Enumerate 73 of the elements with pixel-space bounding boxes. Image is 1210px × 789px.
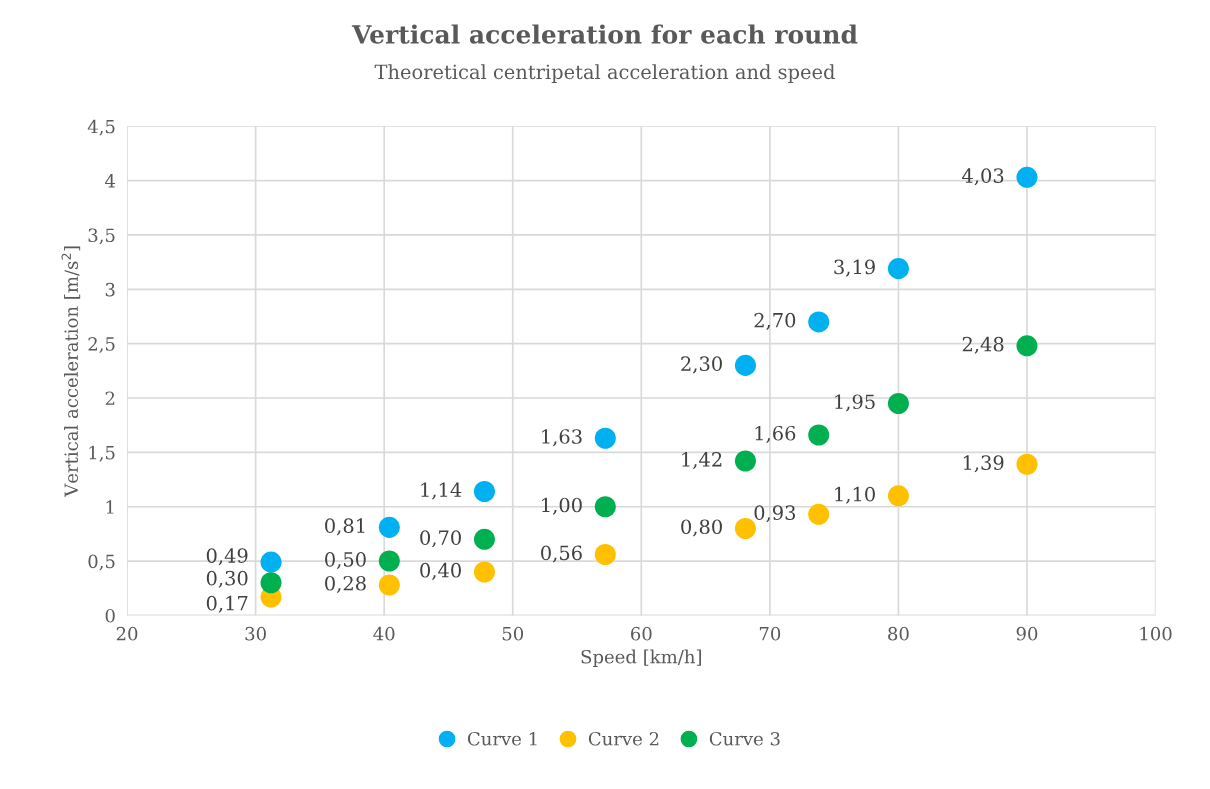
point xyxy=(887,392,909,414)
data-label: 0,56 xyxy=(541,545,582,563)
data-label: 1,95 xyxy=(835,394,875,412)
point xyxy=(473,480,495,503)
data-label: 0,28 xyxy=(325,575,366,593)
data-label: 0,49 xyxy=(206,548,248,566)
point xyxy=(1016,166,1038,188)
point xyxy=(594,544,616,566)
chart-title: Vertical acceleration for each round xyxy=(351,24,858,44)
data-label: 0,17 xyxy=(206,595,248,613)
point xyxy=(594,427,616,449)
legend-label: Curve 3 xyxy=(709,731,780,746)
data-label: 1,10 xyxy=(835,486,875,504)
point xyxy=(378,574,400,596)
data-label: 1,66 xyxy=(755,425,796,443)
data-label: 1,42 xyxy=(682,451,722,470)
point xyxy=(260,551,282,573)
y-tick-label: 4 xyxy=(105,174,116,188)
point xyxy=(887,258,909,280)
x-tick-label: 50 xyxy=(502,626,524,641)
data-label: 0,40 xyxy=(420,562,461,580)
point xyxy=(473,561,495,583)
data-label: 2,70 xyxy=(754,312,796,330)
y-tick-label: 1 xyxy=(106,500,114,514)
x-tick-label: 80 xyxy=(888,626,909,641)
data-label: 4,03 xyxy=(962,168,1004,186)
y-tick-label: 3 xyxy=(105,282,115,297)
point xyxy=(1016,335,1038,357)
x-tick-label: 70 xyxy=(759,626,781,641)
data-label: 3,19 xyxy=(834,259,875,277)
y-tick-label: 0,5 xyxy=(88,554,115,571)
point xyxy=(808,311,830,333)
x-tick-label: 20 xyxy=(116,626,138,641)
data-label: 1,14 xyxy=(421,482,462,500)
y-tick-label: 0 xyxy=(105,608,115,623)
data-label: 0,80 xyxy=(681,519,722,537)
point xyxy=(887,485,909,507)
point xyxy=(808,424,830,446)
y-axis-title: Vertical acceleration [m/s$^{2}$] xyxy=(61,246,81,497)
data-label: 1,00 xyxy=(542,497,582,515)
x-tick-label: 90 xyxy=(1016,626,1038,641)
legend-label: Curve 1 xyxy=(467,731,537,746)
y-tick-label: 3,5 xyxy=(88,228,115,245)
point xyxy=(808,503,830,525)
y-tick-label: 2,5 xyxy=(88,337,115,353)
point xyxy=(1016,453,1038,475)
y-tick-label: 2 xyxy=(105,391,115,405)
x-tick-label: 40 xyxy=(373,626,395,641)
point xyxy=(473,528,495,550)
y-tick-label: 4,5 xyxy=(87,119,115,136)
data-label: 0,93 xyxy=(754,505,796,523)
y-tick-label: 1,5 xyxy=(89,445,115,462)
data-label: 2,48 xyxy=(962,336,1004,354)
legend-label: Curve 2 xyxy=(588,731,659,746)
point xyxy=(734,517,756,539)
data-label: 0,30 xyxy=(206,570,248,588)
x-tick-label: 60 xyxy=(631,626,652,641)
x-tick-label: 100 xyxy=(1140,626,1172,641)
data-label: 1,63 xyxy=(542,429,582,447)
point xyxy=(260,572,282,594)
data-label: 2,30 xyxy=(681,356,722,374)
point xyxy=(594,496,616,518)
point xyxy=(734,450,756,472)
x-axis-title: Speed [km/h] xyxy=(581,649,701,668)
point xyxy=(734,354,756,376)
point xyxy=(378,550,400,572)
x-tick-label: 30 xyxy=(245,626,266,641)
point xyxy=(378,516,400,538)
chart-subtitle: Theoretical centripetal acceleration and speed xyxy=(374,64,835,83)
data-label: 1,39 xyxy=(963,455,1004,473)
data-label: 0,50 xyxy=(325,552,366,570)
data-label: 0,81 xyxy=(325,518,365,536)
data-label: 0,70 xyxy=(420,530,461,548)
